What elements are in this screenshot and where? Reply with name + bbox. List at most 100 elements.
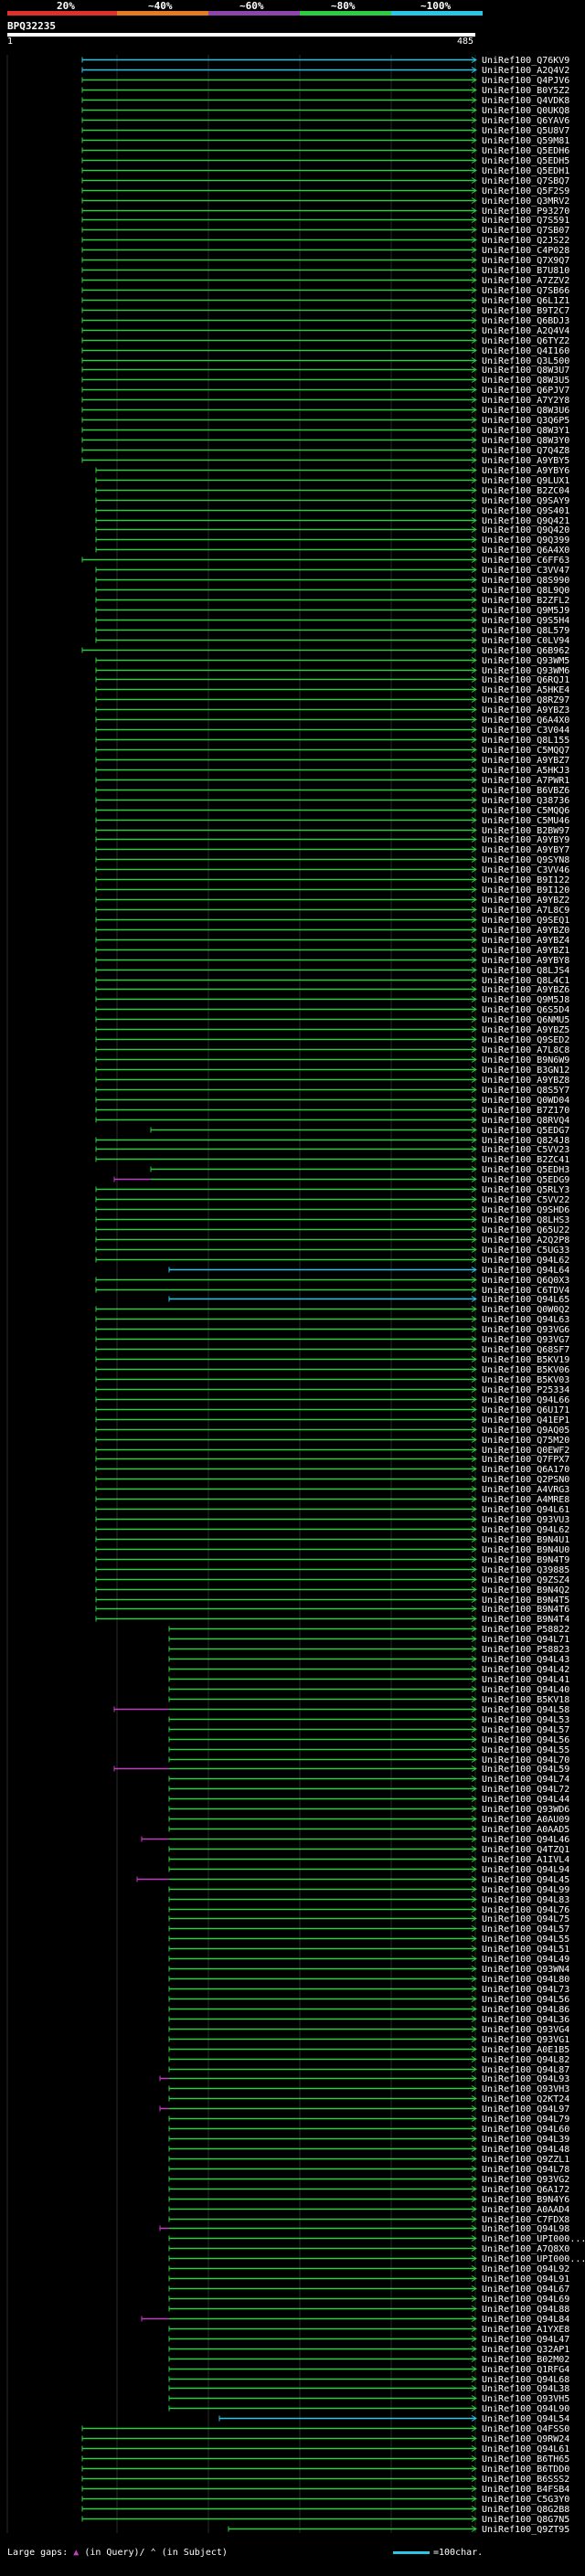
hit-label[interactable]: UniRef100_B02M02 xyxy=(482,2355,569,2365)
hit-label[interactable]: UniRef100_Q94L57 xyxy=(482,1725,569,1735)
hit-label[interactable]: UniRef100_Q93WD6 xyxy=(482,1805,569,1815)
hit-row[interactable]: UniRef100_Q93VG4 xyxy=(168,2025,569,2035)
hit-row[interactable]: UniRef100_C5VV23 xyxy=(95,1145,569,1155)
hit-label[interactable]: UniRef100_Q8L579 xyxy=(482,626,569,636)
hit-label[interactable]: UniRef100_Q94L79 xyxy=(482,2115,569,2125)
hit-row[interactable]: UniRef100_Q94L55 xyxy=(168,1935,569,1945)
hit-label[interactable]: UniRef100_Q3MRV2 xyxy=(482,196,569,207)
hit-label[interactable]: UniRef100_Q9LUX1 xyxy=(482,476,569,486)
hit-row[interactable]: UniRef100_A7PWR1 xyxy=(95,776,569,786)
hit-row[interactable]: UniRef100_Q94L75 xyxy=(168,1914,569,1924)
hit-row[interactable]: UniRef100_Q94L36 xyxy=(168,2015,569,2025)
hit-label[interactable]: UniRef100_Q94L65 xyxy=(482,1295,569,1305)
hit-row[interactable]: UniRef100_Q6U171 xyxy=(95,1405,569,1415)
hit-label[interactable]: UniRef100_Q94L55 xyxy=(482,1745,569,1755)
hit-row[interactable]: UniRef100_B7Z170 xyxy=(95,1106,569,1116)
hit-label[interactable]: UniRef100_B7Z170 xyxy=(482,1106,569,1116)
hit-row[interactable]: UniRef100_A7L8C8 xyxy=(95,1045,569,1055)
hit-label[interactable]: UniRef100_Q9Q399 xyxy=(482,535,569,546)
hit-row[interactable]: UniRef100_B9I120 xyxy=(95,885,569,896)
hit-label[interactable]: UniRef100_Q5EDG9 xyxy=(482,1175,569,1185)
hit-row[interactable]: UniRef100_C3VV46 xyxy=(95,865,569,875)
hit-row[interactable]: UniRef100_Q94L61 xyxy=(81,2444,569,2454)
hit-label[interactable]: UniRef100_Q94L38 xyxy=(482,2384,569,2394)
hit-label[interactable]: UniRef100_B6SSS2 xyxy=(482,2475,569,2485)
hit-row[interactable]: UniRef100_Q8LHS3 xyxy=(95,1215,569,1225)
hit-label[interactable]: UniRef100_Q94L92 xyxy=(482,2264,569,2274)
hit-label[interactable]: UniRef100_Q94L61 xyxy=(482,1505,569,1515)
hit-label[interactable]: UniRef100_A7Y2Y8 xyxy=(482,396,569,406)
hit-label[interactable]: UniRef100_Q93VG6 xyxy=(482,1325,569,1335)
hit-label[interactable]: UniRef100_Q8G2B8 xyxy=(482,2505,569,2515)
hit-row[interactable]: UniRef100_A7Q8X0 xyxy=(168,2244,569,2254)
hit-row[interactable]: UniRef100_Q9Q421 xyxy=(95,516,569,526)
hit-row[interactable]: UniRef100_Q2KT24 xyxy=(168,2094,569,2104)
hit-row[interactable]: UniRef100_Q4VDK8 xyxy=(81,96,569,106)
hit-row[interactable]: UniRef100_B9N4T5 xyxy=(95,1595,569,1606)
hit-row[interactable]: UniRef100_C5G3Y0 xyxy=(81,2495,569,2505)
hit-label[interactable]: UniRef100_B9N4T9 xyxy=(482,1555,569,1565)
hit-label[interactable]: UniRef100_C4P028 xyxy=(482,246,569,256)
hit-row[interactable]: UniRef100_Q94L60 xyxy=(168,2125,569,2135)
hit-label[interactable]: UniRef100_Q75M20 xyxy=(482,1436,569,1446)
hit-row[interactable]: UniRef100_Q93VG1 xyxy=(168,2035,569,2045)
hit-label[interactable]: UniRef100_Q94L53 xyxy=(482,1715,569,1725)
hit-row[interactable]: UniRef100_Q5RLY3 xyxy=(95,1185,569,1195)
hit-row[interactable]: UniRef100_Q94L40 xyxy=(168,1685,569,1695)
hit-row[interactable]: UniRef100_Q9Q399 xyxy=(95,535,569,546)
hit-row[interactable]: UniRef100_A9YBZ5 xyxy=(95,1025,569,1035)
hit-row[interactable]: UniRef100_A2Q4V2 xyxy=(81,66,569,76)
hit-label[interactable]: UniRef100_A1IVL4 xyxy=(482,1855,569,1865)
hit-label[interactable]: UniRef100_Q94L36 xyxy=(482,2015,569,2025)
hit-row[interactable]: UniRef100_B9N4T6 xyxy=(95,1605,569,1615)
hit-row[interactable]: UniRef100_Q94L59 xyxy=(113,1765,569,1775)
hit-row[interactable]: UniRef100_Q93WM6 xyxy=(95,666,569,676)
hit-label[interactable]: UniRef100_Q9SYN8 xyxy=(482,855,569,865)
hit-label[interactable]: UniRef100_Q8G7N5 xyxy=(482,2515,569,2525)
hit-row[interactable]: UniRef100_Q8S5Y7 xyxy=(95,1086,569,1096)
hit-row[interactable]: UniRef100_Q94L97 xyxy=(159,2104,569,2115)
hit-label[interactable]: UniRef100_Q94L40 xyxy=(482,1685,569,1695)
hit-label[interactable]: UniRef100_Q1RFG4 xyxy=(482,2365,569,2375)
hit-row[interactable]: UniRef100_Q5EDH6 xyxy=(81,146,569,156)
hit-label[interactable]: UniRef100_Q94L56 xyxy=(482,1735,569,1745)
hit-label[interactable]: UniRef100_C5UG33 xyxy=(482,1246,569,1256)
hit-row[interactable]: UniRef100_B9N4U0 xyxy=(95,1545,569,1555)
hit-row[interactable]: UniRef100_Q94L86 xyxy=(168,2005,569,2015)
hit-row[interactable]: UniRef100_Q0EWF2 xyxy=(95,1446,569,1456)
hit-row[interactable]: UniRef100_A7ZZV2 xyxy=(81,276,569,286)
hit-label[interactable]: UniRef100_Q94L46 xyxy=(482,1835,569,1845)
hit-label[interactable]: UniRef100_Q94L44 xyxy=(482,1795,569,1805)
hit-row[interactable]: UniRef100_Q9SHD6 xyxy=(95,1205,569,1215)
hit-label[interactable]: UniRef100_Q94L83 xyxy=(482,1895,569,1905)
hit-label[interactable]: UniRef100_Q7S591 xyxy=(482,216,569,226)
hit-row[interactable]: UniRef100_Q6A4X0 xyxy=(95,716,569,726)
hit-label[interactable]: UniRef100_UPI000... xyxy=(482,2234,585,2244)
hit-row[interactable]: UniRef100_Q824J8 xyxy=(95,1136,569,1146)
hit-label[interactable]: UniRef100_C5VV22 xyxy=(482,1195,569,1205)
hit-row[interactable]: UniRef100_A1IVL4 xyxy=(168,1855,569,1865)
hit-label[interactable]: UniRef100_Q9RW24 xyxy=(482,2434,569,2444)
hit-row[interactable]: UniRef100_Q6A4X0 xyxy=(95,546,569,556)
hit-label[interactable]: UniRef100_Q5EDG7 xyxy=(482,1126,569,1136)
hit-label[interactable]: UniRef100_Q824J8 xyxy=(482,1136,569,1146)
hit-row[interactable]: UniRef100_Q7SB07 xyxy=(81,226,569,236)
hit-label[interactable]: UniRef100_A0E1B5 xyxy=(482,2045,569,2055)
hit-row[interactable]: UniRef100_A9YBZ7 xyxy=(95,756,569,766)
hit-row[interactable]: UniRef100_P25334 xyxy=(95,1385,569,1395)
hit-label[interactable]: UniRef100_Q9ZSZ4 xyxy=(482,1575,569,1585)
hit-row[interactable]: UniRef100_Q0W0Q2 xyxy=(95,1305,569,1315)
hit-label[interactable]: UniRef100_C7FDX8 xyxy=(482,2215,569,2225)
hit-label[interactable]: UniRef100_Q94L59 xyxy=(482,1765,569,1775)
hit-label[interactable]: UniRef100_B9N6W9 xyxy=(482,1055,569,1065)
hit-label[interactable]: UniRef100_B0Y5Z2 xyxy=(482,86,569,96)
hit-label[interactable]: UniRef100_Q8L155 xyxy=(482,736,569,746)
hit-row[interactable]: UniRef100_Q94L49 xyxy=(168,1955,569,1965)
hit-row[interactable]: UniRef100_C3VV47 xyxy=(95,566,569,576)
hit-row[interactable]: UniRef100_Q94L66 xyxy=(95,1395,569,1405)
hit-label[interactable]: UniRef100_A4VRG3 xyxy=(482,1485,569,1495)
hit-label[interactable]: UniRef100_Q4VDK8 xyxy=(482,96,569,106)
hit-label[interactable]: UniRef100_A0AAD5 xyxy=(482,1825,569,1835)
hit-label[interactable]: UniRef100_Q9SED2 xyxy=(482,1035,569,1045)
hit-label[interactable]: UniRef100_Q9Q421 xyxy=(482,516,569,526)
